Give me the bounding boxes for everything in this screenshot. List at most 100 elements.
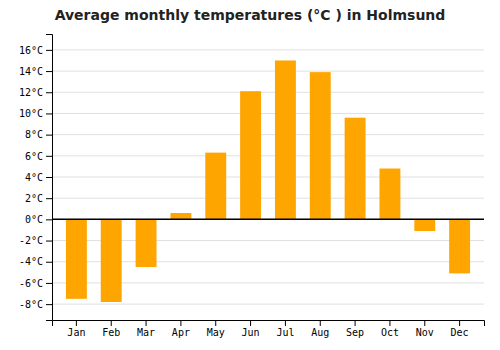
plot-area: -8°C -6°C -4°C -2°C 0°C 2°C 4°C 6°C 8°C 10°C 12°C 1… [19, 35, 485, 339]
x-tick-label: Feb [102, 327, 120, 338]
bar [136, 219, 157, 267]
x-tick-label: Jan [67, 327, 85, 338]
y-axis-line [46, 35, 53, 321]
y-tick: -8°C [19, 299, 52, 310]
bar [275, 60, 296, 219]
y-tick-label: -8°C [19, 299, 43, 310]
x-tick-mark [146, 320, 147, 326]
y-tick-mark [46, 177, 52, 178]
x-tick: Sep [346, 320, 364, 338]
y-tick: -6°C [19, 278, 52, 289]
x-tick-mark [76, 320, 77, 326]
grid-line [52, 134, 484, 135]
grid-line [52, 49, 484, 50]
y-tick-mark [46, 113, 52, 114]
bar [310, 72, 331, 219]
y-tick-label: 0°C [25, 214, 43, 225]
bar [101, 219, 122, 302]
bar [345, 118, 366, 220]
x-axis: JanFebMarAprMayJunJulAugSepOctNovDec [53, 320, 485, 338]
x-tick-mark [424, 320, 425, 326]
x-tick-label: Nov [416, 327, 434, 338]
x-tick: Jul [276, 320, 294, 338]
zero-line [52, 219, 484, 221]
x-tick-label: May [207, 327, 225, 338]
x-tick-label: Mar [137, 327, 155, 338]
x-tick-label: Aug [311, 327, 329, 338]
x-tick: May [207, 320, 225, 338]
y-tick: 12°C [19, 87, 52, 98]
x-tick-label: Sep [346, 327, 364, 338]
grid-line [52, 113, 484, 114]
x-tick: Mar [137, 320, 155, 338]
x-tick-mark [320, 320, 321, 326]
y-tick-mark [46, 283, 52, 284]
bar [240, 91, 261, 219]
x-tick-label: Oct [381, 327, 399, 338]
x-tick-mark [459, 320, 460, 326]
x-tick: Oct [381, 320, 399, 338]
x-tick: Feb [102, 320, 120, 338]
bar [66, 219, 87, 298]
x-tick-label: Jun [242, 327, 260, 338]
bar [449, 219, 470, 273]
y-tick-mark [46, 71, 52, 72]
grid-line [52, 71, 484, 72]
y-tick: 4°C [25, 172, 52, 183]
y-tick: 10°C [19, 108, 52, 119]
y-tick: 14°C [19, 66, 52, 77]
x-tick-label: Jul [276, 327, 294, 338]
x-tick-mark [285, 320, 286, 326]
y-tick-mark [46, 135, 52, 136]
y-tick: 2°C [25, 193, 52, 204]
y-tick-mark [46, 304, 52, 305]
x-axis-line [53, 321, 485, 327]
chart-container: Average monthly temperatures (°C ) in Ho… [0, 0, 500, 350]
grid [52, 50, 484, 304]
x-tick-mark [250, 320, 251, 326]
y-tick-label: -6°C [19, 278, 43, 289]
bars [66, 60, 470, 302]
y-tick-label: 2°C [25, 193, 43, 204]
y-tick-label: 4°C [25, 172, 43, 183]
grid-line [52, 304, 484, 305]
grid-line [52, 177, 484, 178]
y-tick-mark [46, 50, 52, 51]
y-tick: -2°C [19, 235, 52, 246]
y-tick: 6°C [25, 151, 52, 162]
y-tick-mark [46, 262, 52, 263]
y-axis: -8°C -6°C -4°C -2°C 0°C 2°C 4°C 6°C 8°C 10°C 12°C 1… [19, 35, 53, 321]
y-tick: 16°C [19, 45, 52, 56]
x-tick-mark [215, 320, 216, 326]
grid-line [52, 219, 484, 220]
y-tick-label: 6°C [25, 151, 43, 162]
bar [205, 153, 226, 220]
grid-line [52, 155, 484, 156]
x-tick: Nov [416, 320, 434, 338]
y-tick-label: 10°C [19, 108, 43, 119]
x-tick-mark [111, 320, 112, 326]
grid-line [52, 198, 484, 199]
y-tick-label: -2°C [19, 235, 43, 246]
y-tick-label: 12°C [19, 87, 43, 98]
y-tick-label: 8°C [25, 129, 43, 140]
y-tick-mark [46, 219, 52, 220]
x-tick-label: Apr [172, 327, 190, 338]
y-tick-mark [46, 156, 52, 157]
x-tick: Jun [242, 320, 260, 338]
x-tick: Apr [172, 320, 190, 338]
y-tick: 8°C [25, 129, 52, 140]
bar [170, 213, 191, 219]
x-tick: Aug [311, 320, 329, 338]
y-tick-label: 16°C [19, 45, 43, 56]
bar [379, 169, 400, 220]
x-tick: Jan [67, 320, 85, 338]
y-tick: 0°C [25, 214, 52, 225]
y-tick: -4°C [19, 256, 52, 267]
chart-svg: Average monthly temperatures (°C ) in Ho… [0, 0, 500, 350]
bar [414, 219, 435, 231]
y-tick-label: 14°C [19, 66, 43, 77]
y-tick-mark [46, 198, 52, 199]
x-tick-mark [180, 320, 181, 326]
y-tick-label: -4°C [19, 256, 43, 267]
